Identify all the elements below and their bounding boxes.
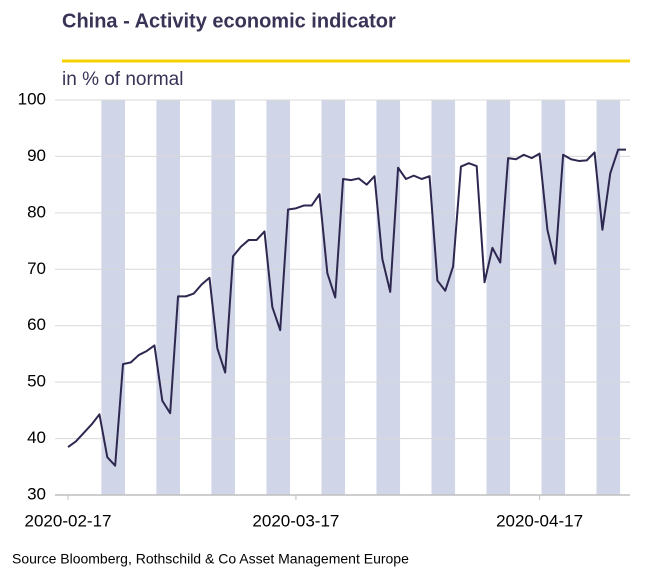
y-tick-label: 100 <box>18 89 46 108</box>
x-tick-label: 2020-02-17 <box>25 511 112 530</box>
y-tick-label: 40 <box>27 428 46 447</box>
weekend-band <box>486 100 511 495</box>
weekend-band <box>101 100 125 495</box>
x-tick-label: 2020-04-17 <box>496 511 583 530</box>
y-tick-label: 30 <box>27 484 46 503</box>
weekend-band <box>211 100 236 495</box>
x-tick-label: 2020-03-17 <box>252 511 339 530</box>
subtitle: in % of normal <box>62 69 183 90</box>
weekend-band <box>156 100 180 495</box>
weekend-band <box>541 100 566 495</box>
y-tick-label: 70 <box>27 259 46 278</box>
source-note: Source Bloomberg, Rothschild & Co Asset … <box>12 551 409 567</box>
weekend-band <box>266 100 291 495</box>
weekend-band <box>321 100 346 495</box>
y-tick-label: 80 <box>27 202 46 221</box>
y-tick-label: 90 <box>27 146 46 165</box>
weekend-band <box>376 100 401 495</box>
weekend-band <box>596 100 621 495</box>
y-tick-label: 50 <box>27 372 46 391</box>
chart-title: China - Activity economic indicator <box>62 10 396 32</box>
y-tick-label: 60 <box>27 315 46 334</box>
weekend-band <box>431 100 456 495</box>
data-line <box>67 148 626 467</box>
